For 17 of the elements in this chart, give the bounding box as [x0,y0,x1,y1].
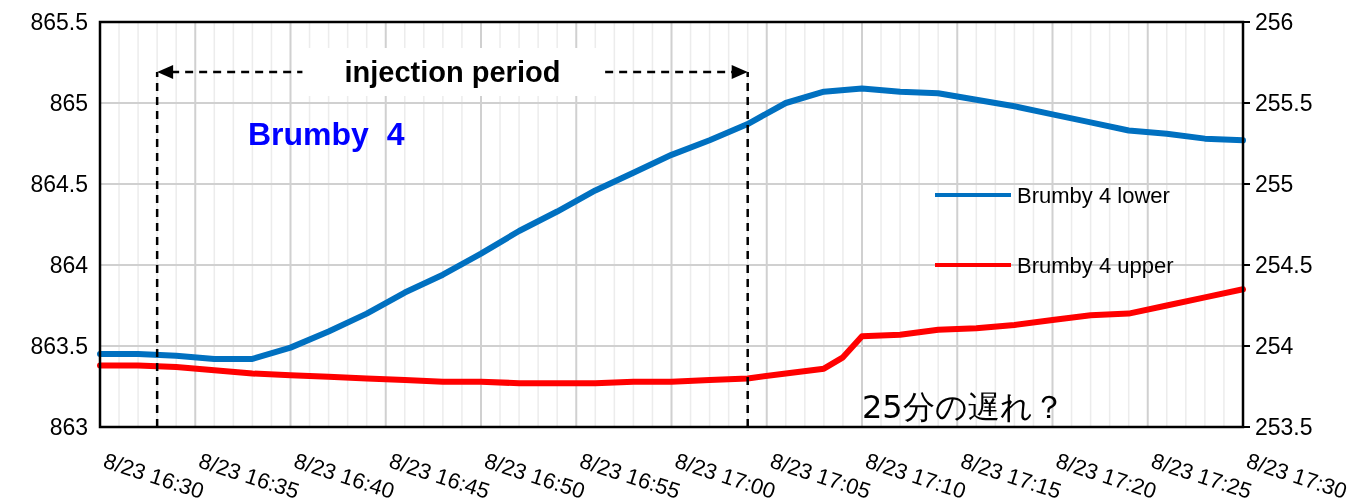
annotation: 25分の遅れ？ [862,388,1065,426]
y2-tick-label: 255 [1255,171,1294,197]
y-tick-label: 865 [49,90,88,116]
y-tick-label: 863.5 [30,333,88,359]
y-tick-label: 864.5 [30,171,88,197]
text: Brumby 4 [248,116,405,152]
y2-tick-label: 254 [1255,333,1294,359]
legend-label: Brumby 4 upper [1017,253,1174,278]
annotation: injection period [344,56,561,88]
y2-tick-label: 255.5 [1255,90,1313,116]
legend-label: Brumby 4 lower [1017,183,1170,208]
y2-tick-label: 254.5 [1255,252,1313,278]
y-tick-label: 863 [49,414,88,440]
y-tick-label: 865.5 [30,9,88,35]
y2-tick-label: 253.5 [1255,414,1313,440]
y-tick-label: 864 [49,252,89,278]
y2-tick-label: 256 [1255,9,1294,35]
